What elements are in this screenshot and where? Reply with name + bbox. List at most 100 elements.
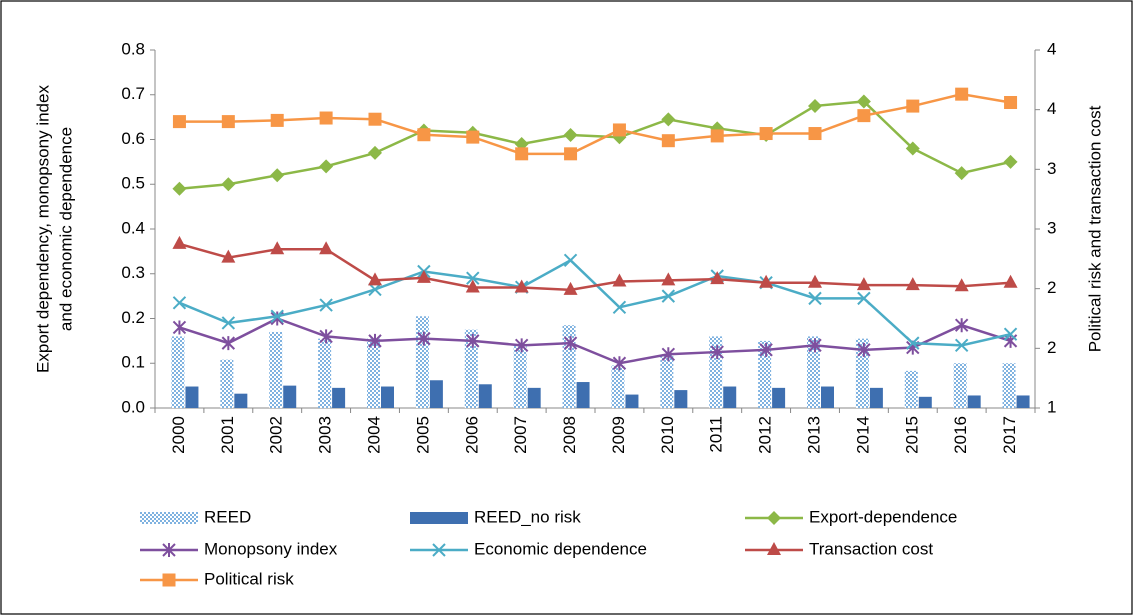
line — [178, 258, 1011, 347]
x-tick-label: 2017 — [1000, 416, 1019, 454]
legend-swatch — [140, 512, 198, 524]
point — [808, 274, 822, 288]
bar — [283, 385, 297, 408]
point — [416, 269, 431, 283]
bar — [758, 340, 772, 408]
y-tick-label: 0.2 — [121, 308, 145, 327]
legend-marker — [432, 543, 446, 557]
bar — [723, 386, 737, 408]
bar — [576, 382, 590, 408]
x-tick-label: 2000 — [169, 416, 188, 454]
point — [417, 128, 431, 142]
y2-tick-label: 4 — [1047, 99, 1056, 118]
point — [759, 274, 774, 288]
point — [270, 168, 285, 183]
legend-marker — [162, 573, 176, 587]
point — [906, 99, 920, 113]
x-tick-label: 2010 — [658, 416, 677, 454]
point — [1003, 274, 1018, 288]
point — [612, 300, 627, 315]
y2-tick-label: 4 — [1047, 39, 1056, 58]
point — [515, 147, 529, 161]
point — [661, 289, 676, 303]
legend-label: REED_no risk — [474, 507, 581, 526]
line — [179, 242, 1011, 292]
point — [955, 87, 969, 101]
point — [954, 166, 969, 181]
point — [906, 336, 920, 350]
point — [808, 291, 822, 306]
point — [514, 338, 529, 353]
point — [808, 338, 822, 353]
line — [179, 100, 1011, 190]
point — [612, 356, 627, 371]
x-tick-label: 2002 — [267, 416, 286, 454]
point — [319, 159, 334, 174]
x-tick-label: 2005 — [413, 416, 432, 454]
x-tick-label: 2011 — [707, 416, 726, 453]
point — [514, 279, 529, 293]
bar — [1002, 363, 1016, 408]
point — [905, 141, 920, 156]
point — [808, 98, 822, 113]
point — [759, 342, 773, 357]
point — [172, 181, 187, 196]
bar — [904, 370, 918, 408]
point — [954, 338, 969, 353]
line — [179, 92, 1011, 156]
point — [905, 277, 920, 291]
bar — [772, 387, 786, 408]
point — [856, 94, 871, 109]
point — [759, 127, 773, 141]
point — [221, 336, 236, 351]
point — [417, 331, 431, 346]
point — [221, 177, 236, 192]
point — [466, 130, 480, 144]
x-tick-label: 2006 — [462, 416, 481, 454]
bar — [807, 336, 820, 408]
y2-tick-label: 3 — [1047, 218, 1056, 237]
y-axis-label: Export dependency, monopsony index — [33, 85, 52, 373]
point — [563, 281, 578, 295]
bar — [332, 387, 346, 408]
point — [368, 333, 382, 348]
legend-label: Economic dependence — [474, 539, 647, 558]
point — [856, 277, 871, 291]
x-tick-label: 2016 — [951, 416, 970, 454]
point — [270, 311, 284, 326]
bar — [674, 390, 688, 408]
bar — [318, 338, 332, 408]
legend-label: Monopsony index — [204, 539, 338, 558]
bar — [429, 380, 443, 408]
point — [270, 241, 285, 255]
y-axis-label: and economic dependence — [56, 127, 75, 331]
bar — [953, 363, 967, 408]
y-tick-label: 0.6 — [121, 129, 145, 148]
point — [1003, 154, 1018, 169]
point — [857, 291, 871, 306]
point — [172, 320, 187, 335]
point — [221, 115, 235, 129]
point — [563, 253, 578, 268]
legend-label: Transaction cost — [809, 539, 933, 558]
bar — [660, 354, 674, 408]
point — [172, 115, 186, 129]
point — [270, 113, 284, 127]
point — [270, 309, 284, 323]
bar — [367, 338, 380, 408]
x-tick-label: 2014 — [853, 416, 872, 454]
bar — [415, 316, 429, 408]
bar — [220, 359, 234, 408]
point — [1003, 327, 1018, 341]
x-tick-label: 2015 — [902, 416, 921, 454]
bar — [171, 336, 185, 408]
x-tick-label: 2007 — [511, 416, 530, 454]
bar — [869, 387, 883, 408]
point — [466, 333, 480, 348]
point — [661, 112, 676, 127]
point — [857, 109, 871, 123]
bar — [918, 396, 932, 408]
y-tick-label: 0.3 — [121, 263, 145, 282]
point — [661, 272, 676, 286]
